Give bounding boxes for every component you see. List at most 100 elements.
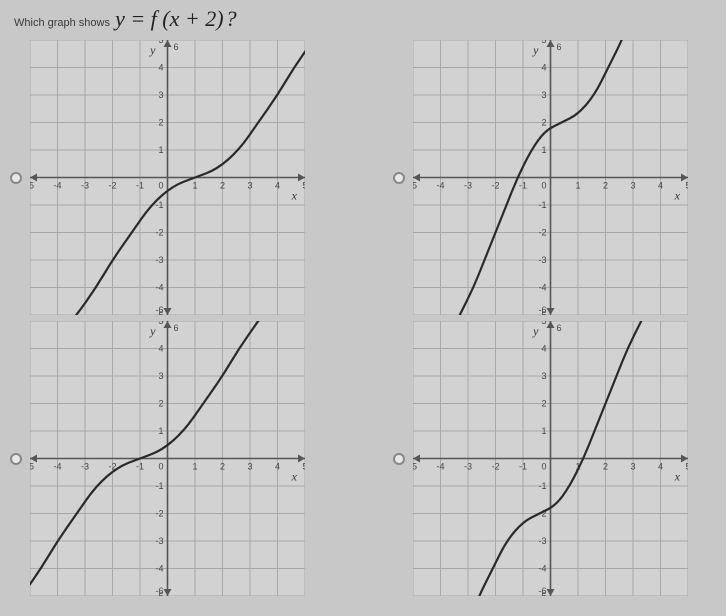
svg-text:3: 3 [541, 90, 546, 100]
svg-text:5: 5 [685, 181, 688, 191]
svg-text:-5: -5 [30, 181, 34, 191]
options-grid: -5 -4 -3 -2 -1 1 2 3 4 5 -5 -4 -3 -2 -1 1 2 3 4 5 0 y 6 x -6 -5 -… [0, 36, 726, 596]
svg-text:3: 3 [541, 371, 546, 381]
chart-d: -5-4-3-2-112345-5-4-3-2-1123450y6x-6 [413, 321, 688, 596]
svg-text:0: 0 [541, 181, 546, 191]
option-d[interactable]: -5-4-3-2-112345-5-4-3-2-1123450y6x-6 [393, 321, 696, 596]
svg-text:x: x [291, 470, 298, 484]
svg-text:4: 4 [658, 181, 663, 191]
svg-text:-4: -4 [53, 181, 61, 191]
question-suffix: ? [226, 6, 237, 31]
svg-text:-2: -2 [538, 228, 546, 238]
svg-text:2: 2 [541, 118, 546, 128]
svg-text:2: 2 [220, 462, 225, 472]
svg-text:1: 1 [541, 145, 546, 155]
svg-text:4: 4 [275, 462, 280, 472]
svg-text:y: y [532, 324, 539, 338]
svg-text:-1: -1 [538, 481, 546, 491]
svg-text:4: 4 [541, 344, 546, 354]
svg-text:-3: -3 [155, 536, 163, 546]
svg-text:-4: -4 [436, 462, 444, 472]
svg-text:4: 4 [541, 63, 546, 73]
question-expression: y = f (x + 2) [115, 6, 224, 31]
svg-text:4: 4 [658, 462, 663, 472]
svg-text:-2: -2 [491, 181, 499, 191]
svg-text:y: y [149, 43, 156, 57]
option-a[interactable]: -5-4-3-2-112345-5-4-3-2-1123450y6x-6 [10, 40, 313, 315]
svg-text:3: 3 [630, 462, 635, 472]
svg-text:-4: -4 [436, 181, 444, 191]
svg-text:4: 4 [158, 63, 163, 73]
chart-b: -5-4-3-2-112345-5-4-3-2-1123450y6x-6 [413, 40, 688, 315]
svg-text:-5: -5 [413, 462, 417, 472]
svg-text:-6: -6 [155, 586, 163, 596]
svg-text:3: 3 [158, 90, 163, 100]
svg-text:-3: -3 [81, 181, 89, 191]
option-b[interactable]: -5-4-3-2-112345-5-4-3-2-1123450y6x-6 [393, 40, 696, 315]
svg-text:-3: -3 [464, 462, 472, 472]
svg-text:-6: -6 [538, 586, 546, 596]
svg-text:1: 1 [575, 181, 580, 191]
svg-text:-4: -4 [538, 564, 546, 574]
svg-text:2: 2 [158, 399, 163, 409]
svg-text:2: 2 [158, 118, 163, 128]
svg-text:1: 1 [158, 426, 163, 436]
chart-a: -5-4-3-2-112345-5-4-3-2-1123450y6x-6 [30, 40, 305, 315]
svg-text:-1: -1 [538, 200, 546, 210]
svg-text:5: 5 [158, 40, 163, 45]
svg-text:-6: -6 [155, 305, 163, 315]
svg-text:4: 4 [158, 344, 163, 354]
radio-c[interactable] [10, 453, 22, 465]
svg-text:2: 2 [603, 462, 608, 472]
svg-text:-3: -3 [464, 181, 472, 191]
svg-text:-1: -1 [519, 181, 527, 191]
svg-text:4: 4 [275, 181, 280, 191]
svg-text:1: 1 [192, 462, 197, 472]
svg-text:-1: -1 [136, 462, 144, 472]
svg-text:-2: -2 [155, 509, 163, 519]
svg-text:0: 0 [158, 181, 163, 191]
svg-text:-5: -5 [413, 181, 417, 191]
svg-text:5: 5 [158, 321, 163, 326]
svg-text:2: 2 [603, 181, 608, 191]
svg-text:6: 6 [557, 323, 562, 333]
svg-text:-6: -6 [538, 305, 546, 315]
svg-text:x: x [674, 189, 681, 203]
svg-text:-4: -4 [155, 283, 163, 293]
svg-text:x: x [291, 189, 298, 203]
svg-text:-2: -2 [155, 228, 163, 238]
radio-d[interactable] [393, 453, 405, 465]
svg-text:y: y [149, 324, 156, 338]
svg-text:-1: -1 [136, 181, 144, 191]
svg-text:-2: -2 [108, 181, 116, 191]
svg-text:3: 3 [158, 371, 163, 381]
radio-b[interactable] [393, 172, 405, 184]
option-c[interactable]: -5-4-3-2-112345-5-4-3-2-1123450y6x-6 [10, 321, 313, 596]
svg-text:5: 5 [541, 40, 546, 45]
svg-text:x: x [674, 470, 681, 484]
svg-text:2: 2 [220, 181, 225, 191]
radio-a[interactable] [10, 172, 22, 184]
svg-text:-3: -3 [538, 536, 546, 546]
svg-text:3: 3 [247, 181, 252, 191]
svg-text:0: 0 [541, 462, 546, 472]
svg-text:1: 1 [192, 181, 197, 191]
svg-text:-3: -3 [155, 255, 163, 265]
svg-text:-1: -1 [519, 462, 527, 472]
svg-text:-3: -3 [81, 462, 89, 472]
svg-text:6: 6 [174, 42, 179, 52]
svg-text:-4: -4 [53, 462, 61, 472]
svg-text:-1: -1 [155, 481, 163, 491]
svg-text:5: 5 [302, 181, 305, 191]
svg-text:3: 3 [247, 462, 252, 472]
svg-text:-4: -4 [538, 283, 546, 293]
question-text: Which graph shows y = f (x + 2)? [0, 0, 726, 36]
svg-text:-4: -4 [155, 564, 163, 574]
chart-c: -5-4-3-2-112345-5-4-3-2-1123450y6x-6 [30, 321, 305, 596]
svg-text:3: 3 [630, 181, 635, 191]
svg-text:-5: -5 [30, 462, 34, 472]
svg-text:1: 1 [158, 145, 163, 155]
svg-text:6: 6 [174, 323, 179, 333]
svg-text:6: 6 [557, 42, 562, 52]
svg-text:5: 5 [302, 462, 305, 472]
